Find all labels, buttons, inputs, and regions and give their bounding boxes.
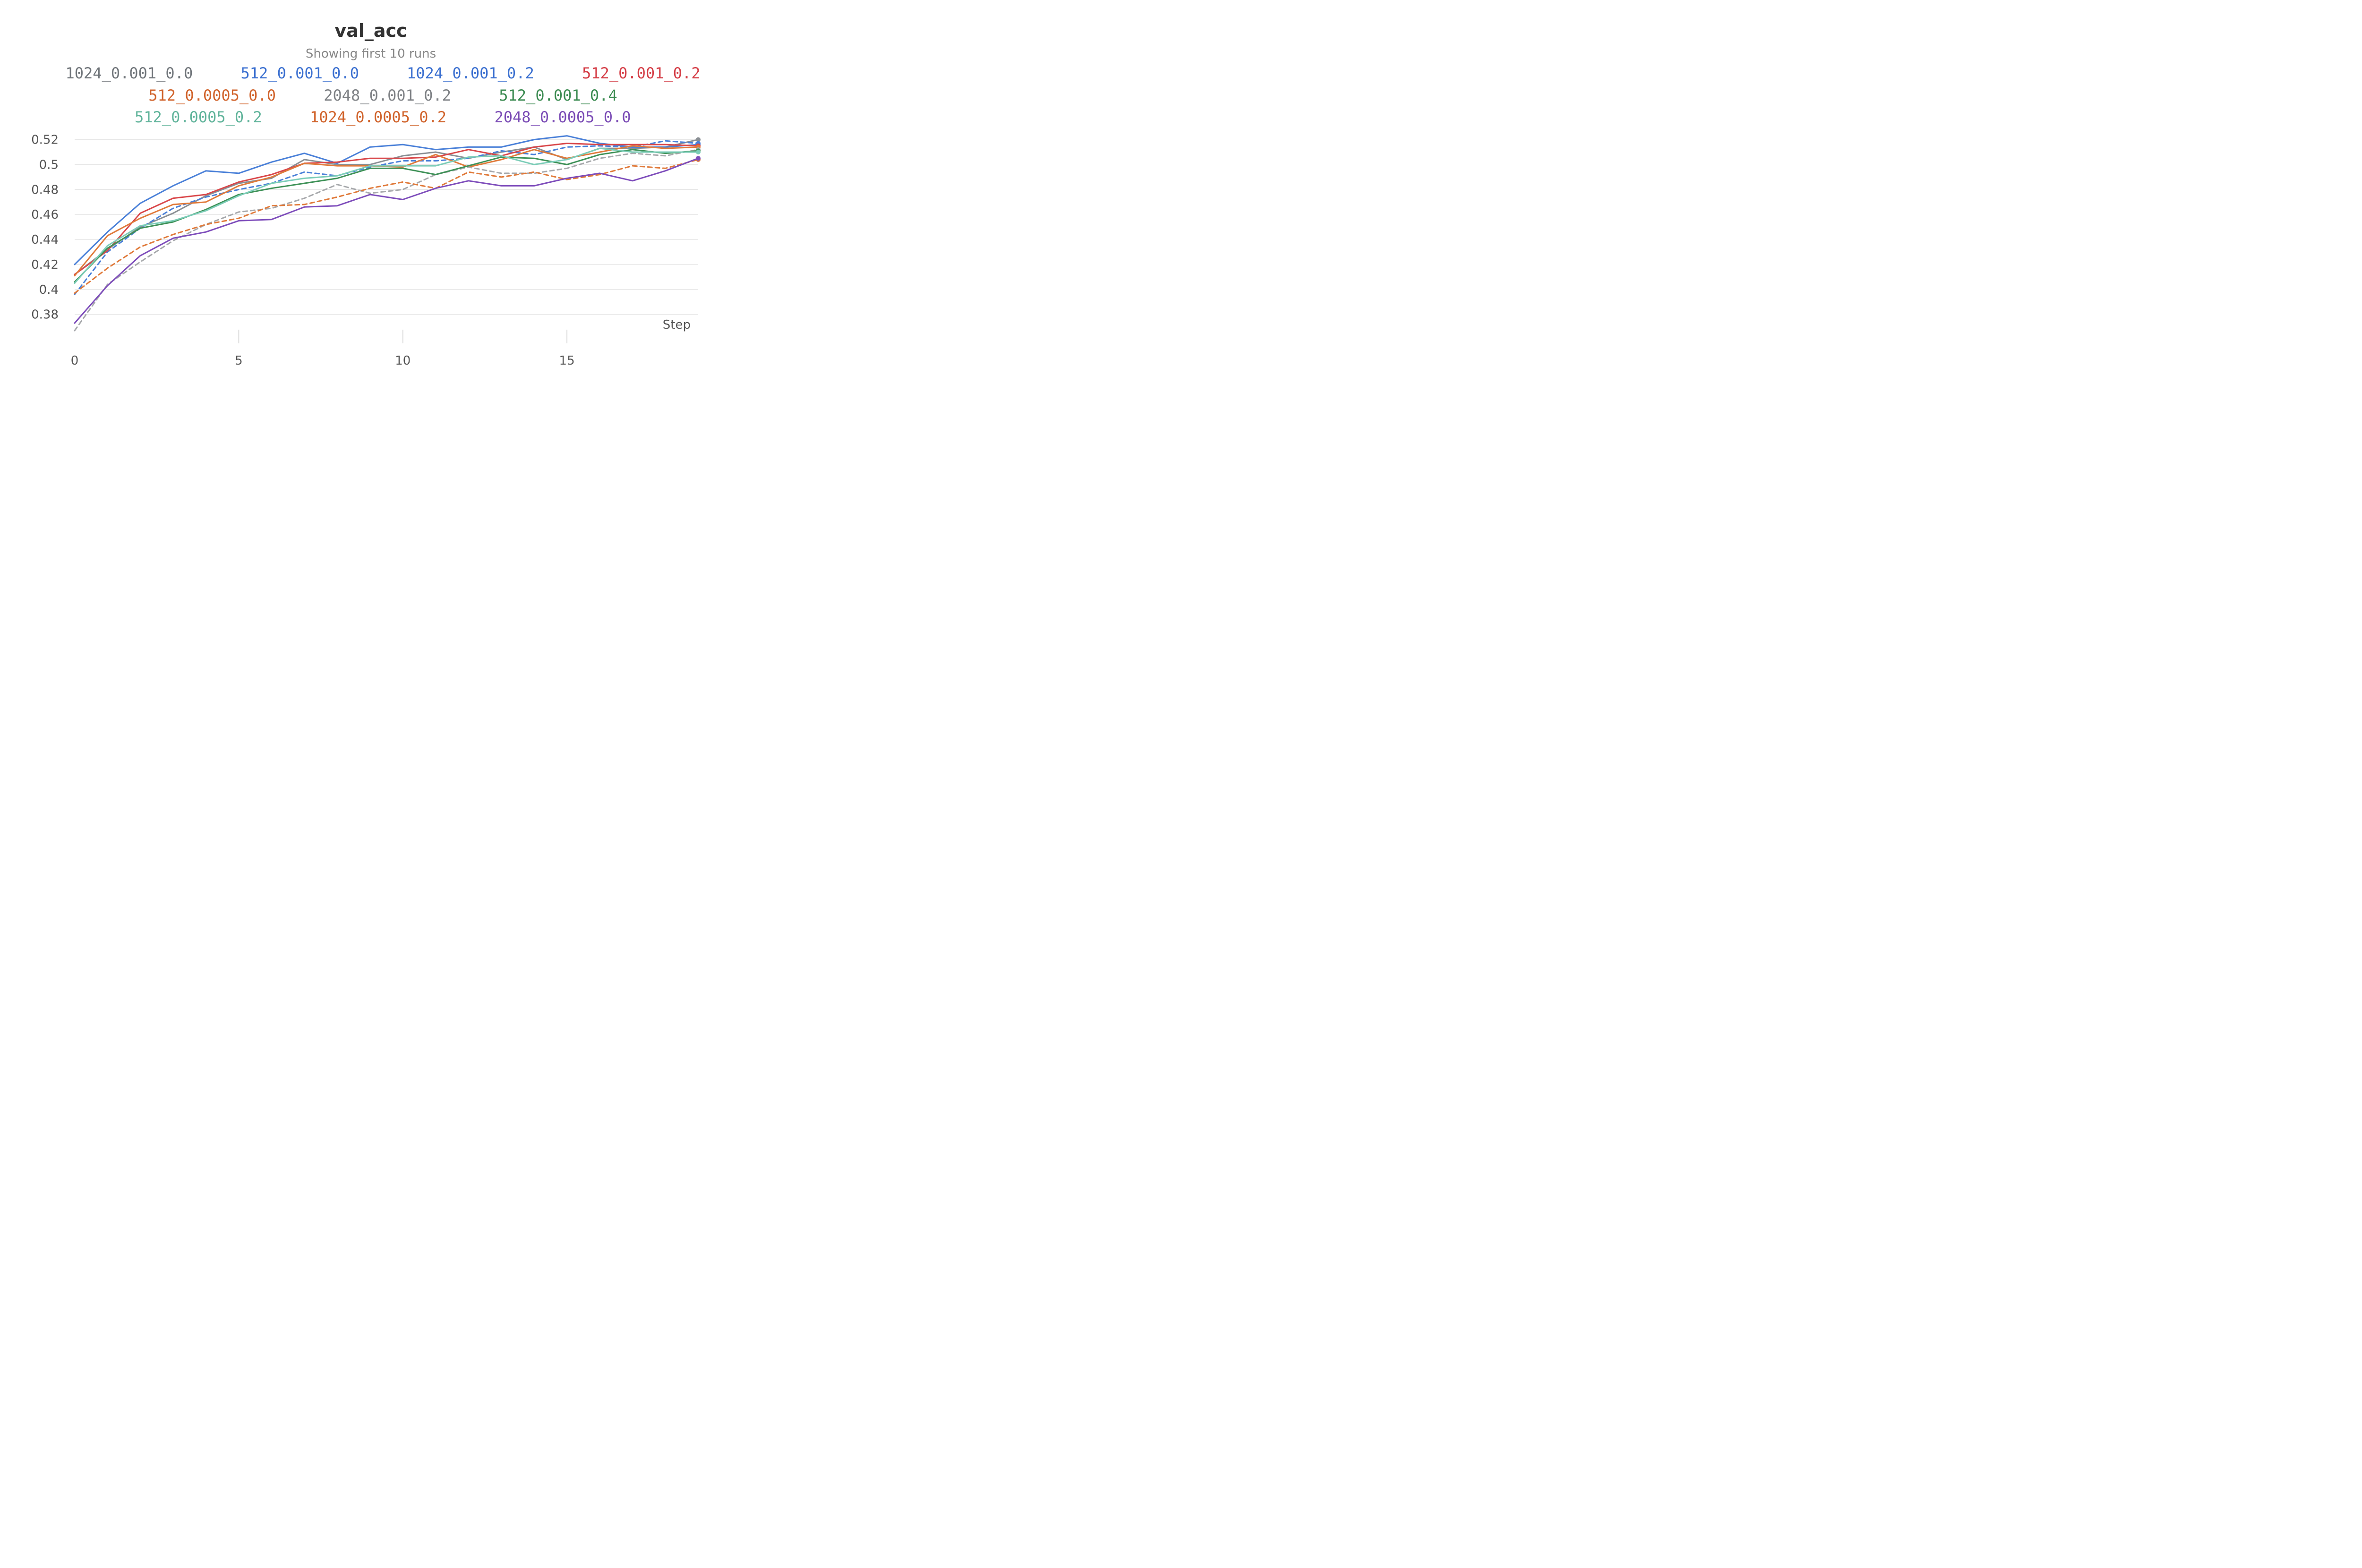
y-tick-label: 0.4: [39, 283, 59, 297]
series-endpoints: [696, 137, 701, 162]
series-lines: [74, 135, 699, 332]
legend-entry: 1024_0.001_0.0: [66, 64, 193, 82]
y-tick-label: 0.46: [31, 208, 59, 222]
legend-entry: 1024_0.001_0.2: [407, 64, 534, 82]
series-line: [74, 149, 699, 283]
y-tick-label: 0.44: [31, 233, 59, 247]
series-line: [74, 157, 699, 324]
series-line: [74, 140, 699, 295]
y-tick-label: 0.42: [31, 258, 59, 272]
y-tick-label: 0.38: [31, 308, 59, 322]
series-line: [74, 147, 699, 284]
legend-entry: 512_0.001_0.2: [582, 64, 700, 82]
legend-entry: 1024_0.0005_0.2: [310, 108, 446, 126]
val-acc-chart: val_acc Showing first 10 runs 1024_0.001…: [31, 20, 701, 368]
legend-entry: 2048_0.0005_0.0: [495, 108, 631, 126]
series-line: [74, 149, 699, 332]
y-axis: 0.38 0.4 0.42 0.44 0.46 0.48 0.5 0.52: [31, 133, 59, 322]
grid: [75, 139, 698, 315]
y-tick-label: 0.5: [39, 158, 59, 172]
series-line: [74, 135, 699, 265]
y-tick-label: 0.48: [31, 183, 59, 197]
legend-entry: 2048_0.001_0.2: [324, 86, 451, 104]
legend: 1024_0.001_0.0 512_0.001_0.0 1024_0.001_0.…: [66, 64, 701, 126]
x-tick-label: 10: [395, 354, 411, 368]
series-endpoint: [696, 150, 701, 155]
legend-entry: 512_0.001_0.4: [499, 86, 617, 104]
legend-entry: 512_0.0005_0.2: [135, 108, 262, 126]
series-endpoint: [696, 137, 701, 142]
y-tick-label: 0.52: [31, 133, 59, 147]
x-tick-label: 5: [235, 354, 243, 368]
legend-entry: 512_0.001_0.0: [241, 64, 359, 82]
series-line: [74, 143, 699, 275]
x-axis-label: Step: [663, 318, 691, 332]
chart-title: val_acc: [334, 20, 407, 41]
series-endpoint: [696, 156, 701, 161]
x-tick-label: 15: [559, 354, 575, 368]
series-line: [74, 159, 699, 294]
x-axis: 0 5 10 15: [71, 330, 575, 368]
chart-subtitle: Showing first 10 runs: [306, 47, 436, 61]
legend-entry: 512_0.0005_0.0: [148, 86, 276, 104]
x-tick-label: 0: [71, 354, 79, 368]
